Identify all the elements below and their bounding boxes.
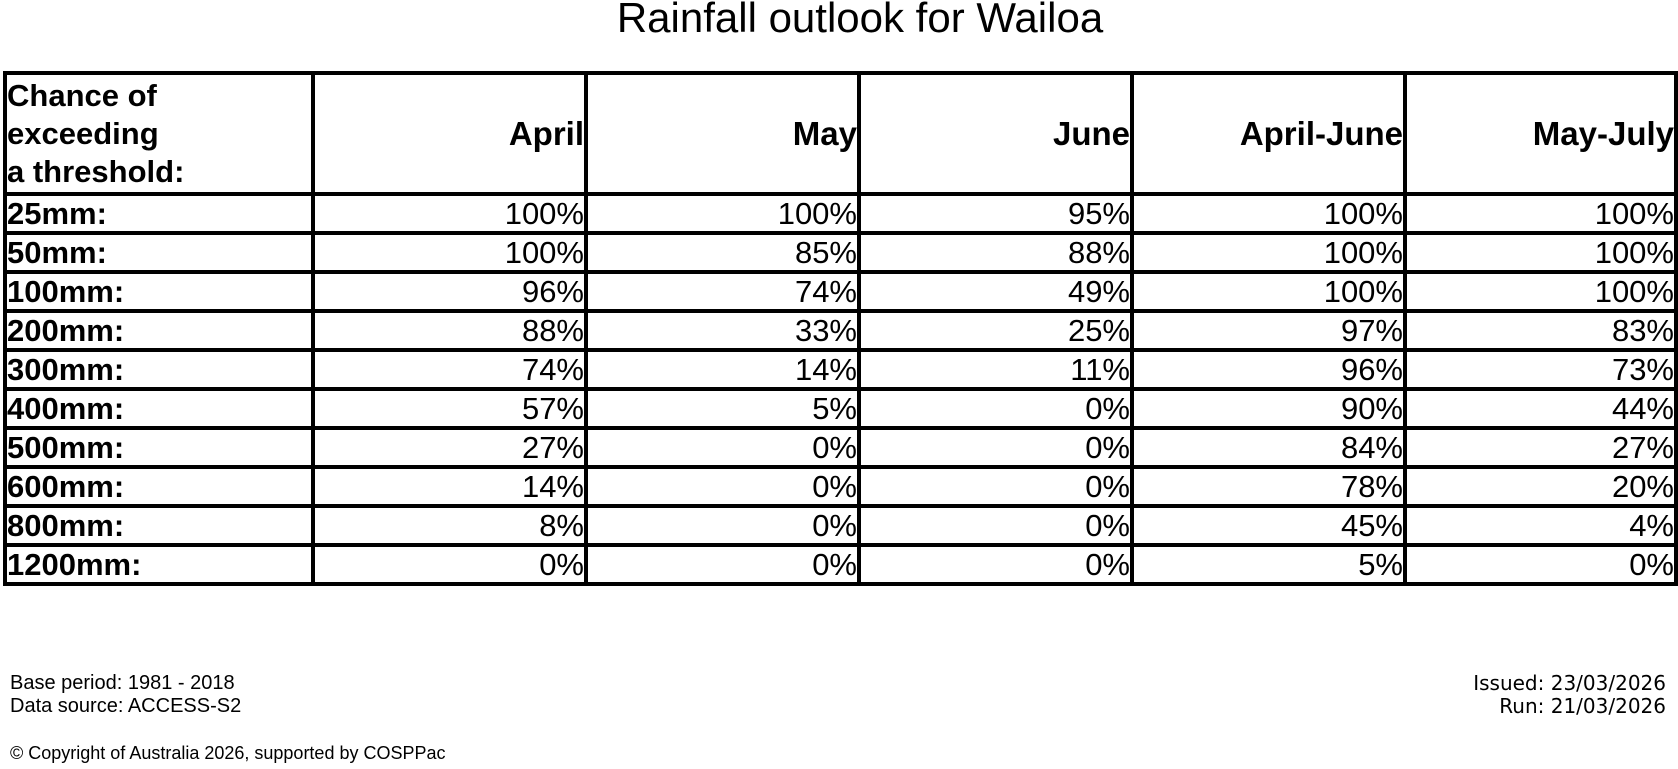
threshold-label: 100mm: bbox=[3, 270, 315, 313]
value-cell: 14% bbox=[311, 465, 588, 508]
table-row: 400mm: 57% 5% 0% 90% 44% bbox=[3, 387, 1678, 430]
value-cell: 0% bbox=[1403, 543, 1678, 586]
threshold-label: 800mm: bbox=[3, 504, 315, 547]
value-cell: 95% bbox=[857, 192, 1134, 235]
threshold-label: 600mm: bbox=[3, 465, 315, 508]
value-cell: 96% bbox=[311, 270, 588, 313]
value-cell: 0% bbox=[857, 504, 1134, 547]
table-row: 200mm: 88% 33% 25% 97% 83% bbox=[3, 309, 1678, 352]
value-cell: 100% bbox=[1130, 192, 1407, 235]
value-cell: 33% bbox=[584, 309, 861, 352]
value-cell: 0% bbox=[584, 504, 861, 547]
threshold-label: 300mm: bbox=[3, 348, 315, 391]
value-cell: 78% bbox=[1130, 465, 1407, 508]
value-cell: 84% bbox=[1130, 426, 1407, 469]
value-cell: 0% bbox=[857, 387, 1134, 430]
value-cell: 97% bbox=[1130, 309, 1407, 352]
run-date: Run: 21/03/2026 bbox=[1499, 694, 1666, 718]
value-cell: 27% bbox=[1403, 426, 1678, 469]
base-period-note: Base period: 1981 - 2018 bbox=[10, 672, 235, 694]
value-cell: 96% bbox=[1130, 348, 1407, 391]
value-cell: 100% bbox=[1130, 231, 1407, 274]
data-source-note: Data source: ACCESS-S2 bbox=[10, 695, 242, 717]
value-cell: 100% bbox=[1403, 270, 1678, 313]
value-cell: 74% bbox=[584, 270, 861, 313]
table-row: 500mm: 27% 0% 0% 84% 27% bbox=[3, 426, 1678, 469]
value-cell: 57% bbox=[311, 387, 588, 430]
value-cell: 88% bbox=[311, 309, 588, 352]
value-cell: 25% bbox=[857, 309, 1134, 352]
column-header-june: June bbox=[857, 71, 1134, 196]
value-cell: 0% bbox=[584, 543, 861, 586]
threshold-label: 500mm: bbox=[3, 426, 315, 469]
value-cell: 0% bbox=[857, 465, 1134, 508]
footer-right: Issued: 23/03/2026 Run: 21/03/2026 bbox=[1473, 672, 1666, 718]
value-cell: 100% bbox=[1403, 231, 1678, 274]
table-header-row: Chance of exceeding a threshold: April M… bbox=[3, 71, 1678, 196]
value-cell: 27% bbox=[311, 426, 588, 469]
copyright-note: © Copyright of Australia 2026, supported… bbox=[10, 743, 446, 763]
value-cell: 0% bbox=[857, 543, 1134, 586]
table-row: 300mm: 74% 14% 11% 96% 73% bbox=[3, 348, 1678, 391]
threshold-label: 50mm: bbox=[3, 231, 315, 274]
value-cell: 74% bbox=[311, 348, 588, 391]
value-cell: 73% bbox=[1403, 348, 1678, 391]
value-cell: 100% bbox=[1403, 192, 1678, 235]
corner-header-cell: Chance of exceeding a threshold: bbox=[3, 71, 315, 196]
table-row: 600mm: 14% 0% 0% 78% 20% bbox=[3, 465, 1678, 508]
value-cell: 88% bbox=[857, 231, 1134, 274]
table-row: 1200mm: 0% 0% 0% 5% 0% bbox=[3, 543, 1678, 586]
table-row: 50mm: 100% 85% 88% 100% 100% bbox=[3, 231, 1678, 274]
column-header-april: April bbox=[311, 71, 588, 196]
value-cell: 0% bbox=[584, 465, 861, 508]
column-header-may-july: May-July bbox=[1403, 71, 1678, 196]
value-cell: 49% bbox=[857, 270, 1134, 313]
threshold-label: 1200mm: bbox=[3, 543, 315, 586]
threshold-label: 200mm: bbox=[3, 309, 315, 352]
value-cell: 83% bbox=[1403, 309, 1678, 352]
value-cell: 44% bbox=[1403, 387, 1678, 430]
threshold-label: 400mm: bbox=[3, 387, 315, 430]
value-cell: 100% bbox=[584, 192, 861, 235]
value-cell: 45% bbox=[1130, 504, 1407, 547]
value-cell: 0% bbox=[857, 426, 1134, 469]
value-cell: 11% bbox=[857, 348, 1134, 391]
rainfall-table: Chance of exceeding a threshold: April M… bbox=[3, 71, 1678, 586]
value-cell: 14% bbox=[584, 348, 861, 391]
value-cell: 8% bbox=[311, 504, 588, 547]
value-cell: 5% bbox=[1130, 543, 1407, 586]
value-cell: 0% bbox=[311, 543, 588, 586]
value-cell: 100% bbox=[1130, 270, 1407, 313]
value-cell: 85% bbox=[584, 231, 861, 274]
value-cell: 0% bbox=[584, 426, 861, 469]
threshold-label: 25mm: bbox=[3, 192, 315, 235]
value-cell: 5% bbox=[584, 387, 861, 430]
column-header-may: May bbox=[584, 71, 861, 196]
value-cell: 20% bbox=[1403, 465, 1678, 508]
page-title: Rainfall outlook for Wailoa bbox=[616, 0, 1104, 41]
table-row: 100mm: 96% 74% 49% 100% 100% bbox=[3, 270, 1678, 313]
footer-left: Base period: 1981 - 2018 Data source: AC… bbox=[10, 672, 241, 718]
issued-date: Issued: 23/03/2026 bbox=[1473, 671, 1666, 695]
table-row: 25mm: 100% 100% 95% 100% 100% bbox=[3, 192, 1678, 235]
value-cell: 4% bbox=[1403, 504, 1678, 547]
value-cell: 100% bbox=[311, 192, 588, 235]
value-cell: 90% bbox=[1130, 387, 1407, 430]
table-row: 800mm: 8% 0% 0% 45% 4% bbox=[3, 504, 1678, 547]
value-cell: 100% bbox=[311, 231, 588, 274]
column-header-april-june: April-June bbox=[1130, 71, 1407, 196]
